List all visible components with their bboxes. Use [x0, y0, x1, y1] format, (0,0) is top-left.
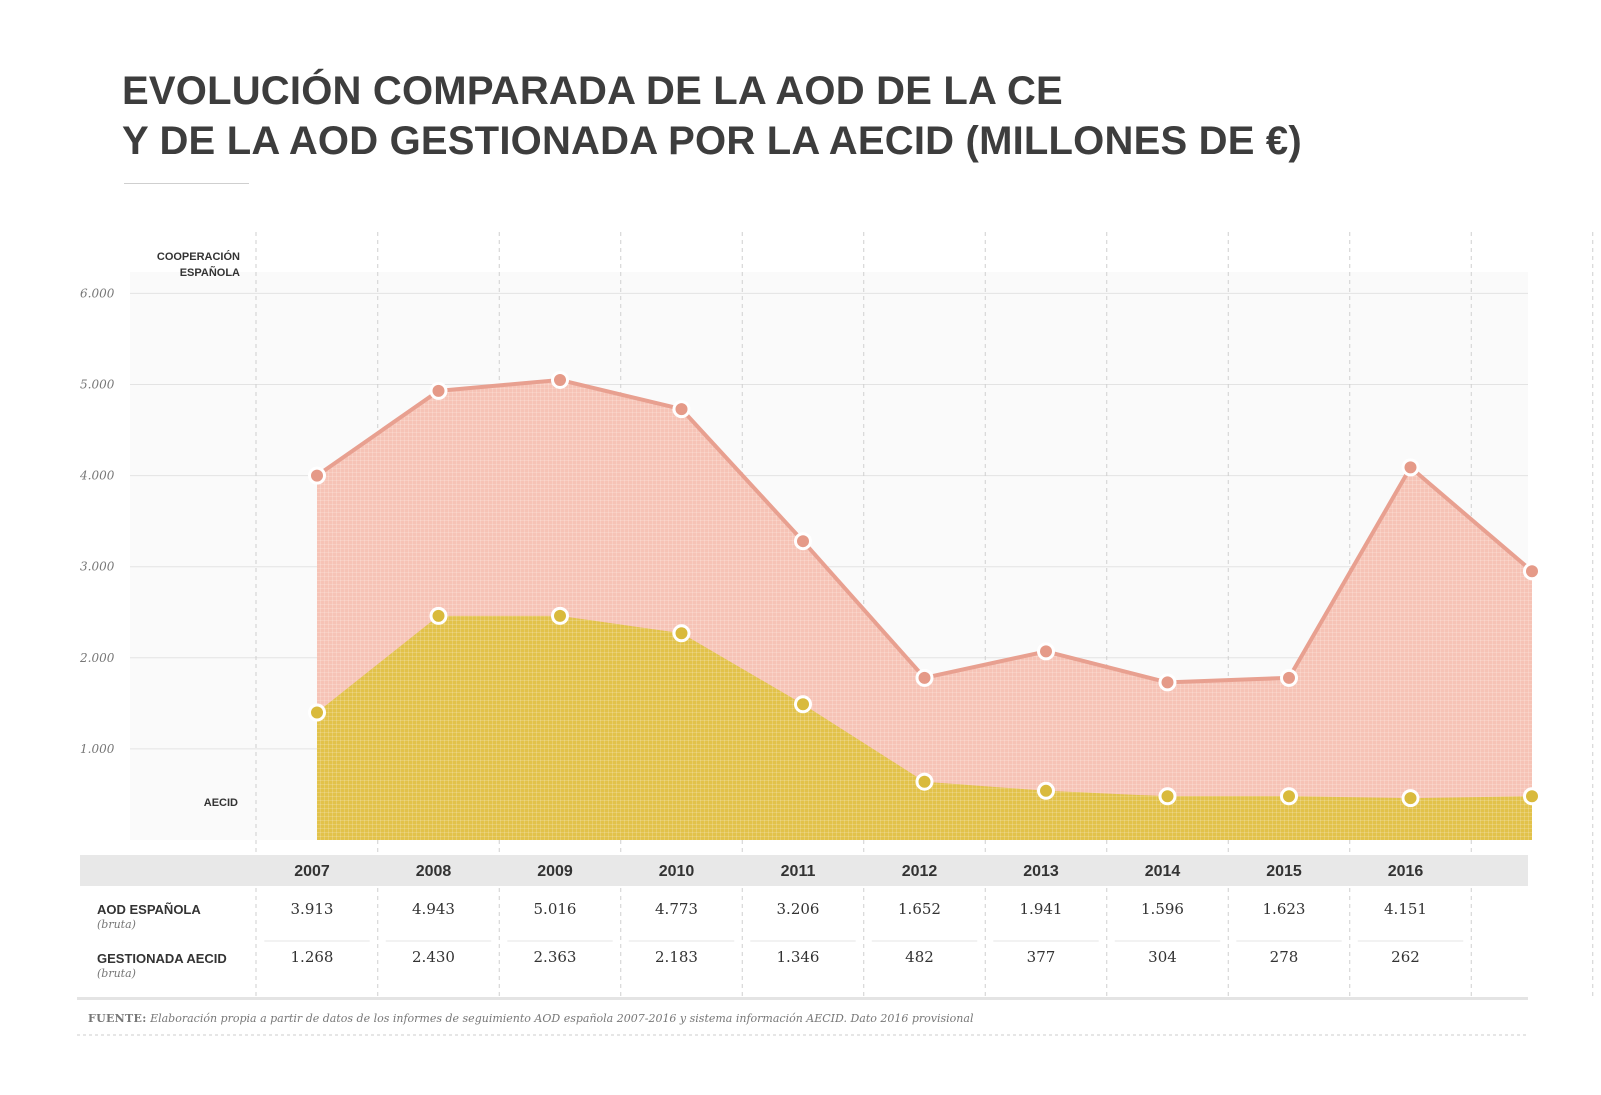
table-year-label: 2013 [1023, 863, 1059, 880]
aecid-point [672, 624, 691, 643]
y-tick-label: 2.000 [79, 651, 115, 665]
table-year-label: 2015 [1266, 863, 1302, 880]
chart-title: EVOLUCIÓN COMPARADA DE LA AOD DE LA CE Y… [122, 66, 1302, 166]
table-cell-aecid: 482 [905, 948, 934, 966]
y-axis: 1.000 2.000 3.000 4.000 5.000 6.000 [79, 286, 115, 756]
aecid-point [794, 695, 812, 714]
data-table: AOD ESPAÑOLA (bruta) GESTIONADA AECID (b… [77, 855, 1528, 1000]
table-cell-aecid: 2.363 [534, 948, 577, 966]
aecid-point [429, 606, 448, 625]
table-cell-aecid: 1.346 [777, 948, 820, 966]
table-cell-aecid: 278 [1270, 948, 1299, 966]
source-dotted-rule [77, 1034, 1528, 1036]
table-year-label: 2012 [902, 863, 938, 880]
table-cell-aecid: 304 [1148, 948, 1177, 966]
row-label-aod: AOD ESPAÑOLA [97, 902, 201, 917]
table-cell-aecid: 1.268 [291, 948, 334, 966]
series-areas [315, 377, 1534, 840]
chart-title-line1: EVOLUCIÓN COMPARADA DE LA AOD DE LA CE [122, 69, 1063, 113]
y-tick-label: 3.000 [80, 560, 115, 574]
series-labels: COOPERACIÓN ESPAÑOLA AECID [157, 250, 240, 809]
aod-point [1158, 673, 1177, 692]
aecid-point [308, 703, 326, 722]
series-label-aecid: AECID [204, 797, 238, 809]
table-year-label: 2016 [1388, 863, 1424, 880]
table-year-label: 2009 [537, 863, 573, 880]
chart-title-line2: Y DE LA AOD GESTIONADA POR LA AECID (MIL… [122, 119, 1302, 163]
aecid-area-texture [317, 615, 1532, 840]
aod-point [672, 400, 691, 419]
aod-point [1037, 642, 1055, 661]
aod-point [915, 668, 934, 687]
series-markers [308, 370, 1541, 808]
table-cell-aod: 1.652 [898, 900, 941, 918]
table-cell-aecid: 377 [1027, 948, 1056, 966]
y-tick-label: 5.000 [80, 378, 115, 392]
table-cell-aecid: 2.430 [412, 948, 455, 966]
source-label: FUENTE: [88, 1012, 147, 1025]
table-cell-aod: 1.941 [1020, 900, 1063, 918]
table-cell-aecid: 262 [1391, 948, 1420, 966]
table-year-label: 2008 [416, 863, 452, 880]
title-divider [124, 183, 249, 184]
table-bottom-rule [77, 997, 1528, 1000]
table-year-label: 2014 [1145, 863, 1181, 880]
table-cell-aod: 4.943 [412, 900, 455, 918]
table-year-label: 2010 [659, 863, 695, 880]
aecid-point [1158, 787, 1177, 806]
table-cell-aod: 3.206 [777, 900, 820, 918]
aecid-point [1523, 787, 1541, 806]
table-cell-aod: 4.773 [655, 900, 698, 918]
aecid-point [915, 772, 934, 791]
area-chart: 1.000 2.000 3.000 4.000 5.000 6.000 COOPERACI… [77, 232, 1594, 1000]
row-sub-aod: (bruta) [97, 918, 136, 931]
aod-point [1401, 458, 1420, 477]
aod-point [429, 381, 448, 400]
table-cells: 2007 3.913 1.268 2008 4.943 2.430 2009 5.016 2.3… [264, 863, 1464, 966]
source-note: FUENTE: Elaboración propia a partir de d… [88, 1012, 973, 1025]
table-header-band [80, 855, 1528, 886]
aecid-point [1280, 787, 1298, 806]
table-year-label: 2011 [781, 863, 816, 880]
aecid-point [1401, 789, 1420, 808]
series-label-aod-line2: ESPAÑOLA [180, 266, 240, 279]
series-label-aod-line1: COOPERACIÓN [157, 250, 240, 263]
table-year-label: 2007 [294, 863, 330, 880]
aecid-point [1037, 781, 1055, 800]
table-cell-aod: 1.623 [1263, 900, 1306, 918]
aod-point [1280, 668, 1298, 687]
table-cell-aecid: 2.183 [655, 948, 698, 966]
table-cell-aod: 1.596 [1141, 900, 1184, 918]
aod-point [1523, 562, 1541, 581]
y-tick-label: 1.000 [80, 742, 115, 756]
aecid-point [551, 606, 569, 625]
table-cell-aod: 4.151 [1384, 900, 1427, 918]
source-text: Elaboración propia a partir de datos de … [150, 1012, 974, 1025]
y-tick-label: 6.000 [80, 286, 115, 300]
y-tick-label: 4.000 [79, 469, 115, 483]
aod-point [794, 532, 812, 551]
table-cell-aod: 5.016 [534, 900, 577, 918]
table-cell-aod: 3.913 [291, 900, 334, 918]
aod-point [551, 370, 569, 389]
row-label-aecid: GESTIONADA AECID [97, 951, 227, 966]
row-sub-aecid: (bruta) [97, 967, 136, 980]
aod-point [308, 466, 326, 485]
